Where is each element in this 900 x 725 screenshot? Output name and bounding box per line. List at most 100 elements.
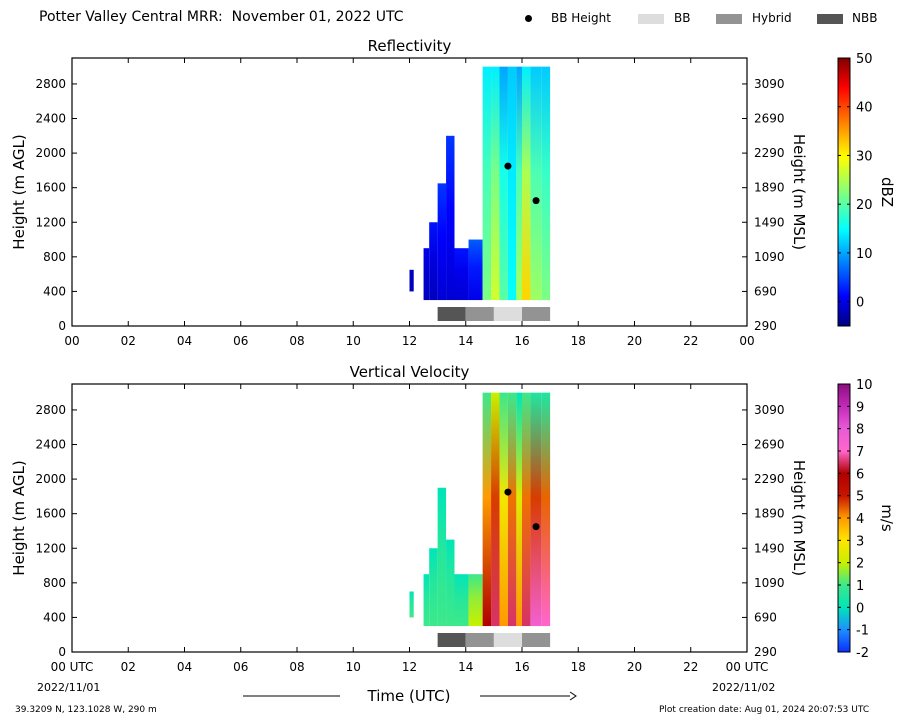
y-tick-right-label: 2290 (754, 146, 785, 160)
x-tick-label: 18 (571, 660, 586, 674)
x-tick-label: 12 (402, 660, 417, 674)
x-tick-label: 20 (627, 334, 642, 348)
bb-type-bar-bb (493, 307, 522, 321)
x-tick-label: 22 (683, 334, 698, 348)
echo-segment (516, 66, 522, 301)
echo-segment (541, 66, 551, 301)
x-tick-label: 16 (514, 660, 529, 674)
chart-panel-1 (71, 57, 851, 327)
bb-swatch-icon (638, 14, 664, 24)
panel-title: Vertical Velocity (350, 363, 470, 381)
echo-segment (468, 239, 483, 301)
echo-segment (530, 392, 542, 627)
bb-height-point (504, 488, 512, 496)
bb-type-bar-hybrid (522, 307, 551, 321)
bb-type-bar-hybrid (465, 633, 494, 647)
legend-label: BB (674, 11, 691, 25)
colorbar-tick-label: 7 (856, 445, 864, 460)
x-tick-label: 00 UTC (726, 660, 769, 674)
y-tick-label: 800 (43, 576, 66, 590)
y-tick-right-label: 3090 (754, 403, 785, 417)
x-tick-label: 14 (458, 334, 473, 348)
colorbar-label: dBZ (878, 177, 896, 207)
time-axis-label: Time (UTC) (367, 687, 451, 705)
legend-label: NBB (852, 11, 878, 25)
bb-type-bar-nbb (437, 633, 466, 647)
echo-segment (516, 392, 522, 627)
colorbar-tick-label: 50 (856, 52, 873, 67)
colorbar-tick-label: 3 (856, 534, 864, 549)
colorbar-tick-label: 10 (856, 378, 873, 393)
colorbar-tick-label: -1 (856, 624, 869, 639)
echo-segment (429, 222, 438, 301)
colorbar-tick-label: 2 (856, 557, 864, 572)
colorbar-tick-label: -2 (856, 646, 869, 661)
echo-segment (446, 135, 455, 301)
y-axis-label: Height (m AGL) (10, 460, 28, 575)
x-tick-label: 04 (177, 660, 192, 674)
echo-segment (530, 66, 542, 301)
y-tick-right-label: 1890 (754, 181, 785, 195)
echo-segment (522, 66, 531, 301)
x-tick-label: 00 (739, 334, 754, 348)
y-tick-label: 1200 (35, 215, 66, 229)
x-tick-label: 04 (177, 334, 192, 348)
y-tick-right-label: 1490 (754, 541, 785, 555)
colorbar-tick-label: 5 (856, 490, 864, 505)
colorbar-tick-label: 0 (856, 601, 864, 616)
x-tick-label: 14 (458, 660, 473, 674)
y-tick-right-label: 2690 (754, 112, 785, 126)
x-tick-label: 20 (627, 660, 642, 674)
x-tick-label: 12 (402, 334, 417, 348)
station-coordinates: 39.3209 N, 123.1028 W, 290 m (15, 705, 157, 715)
echo-segment (507, 392, 517, 627)
echo-segment (409, 269, 414, 292)
y-tick-right-label: 1890 (754, 507, 785, 521)
y-axis-label: Height (m AGL) (10, 134, 28, 249)
y-tick-label: 2800 (35, 403, 66, 417)
time-arrow-icon (569, 691, 577, 701)
echo-segment (482, 66, 492, 301)
y-tick-right-label: 2290 (754, 472, 785, 486)
echo-segment (437, 183, 447, 301)
colorbar (837, 57, 851, 327)
echo-segment (409, 591, 414, 618)
bb-type-bar-bb (493, 633, 522, 647)
bb-type-bar-hybrid (522, 633, 551, 647)
colorbar-tick-label: 9 (856, 400, 864, 415)
echo-segment (482, 392, 492, 627)
colorbar-tick-label: 40 (856, 101, 873, 116)
legend-label: BB Height (551, 11, 611, 25)
y-tick-label: 0 (58, 319, 66, 333)
echo-segment (507, 66, 517, 301)
y-tick-label: 2000 (35, 146, 66, 160)
echo-segment (437, 487, 447, 627)
x-tick-label: 18 (571, 334, 586, 348)
echo-segment (491, 392, 500, 627)
y-tick-label: 2400 (35, 438, 66, 452)
x-tick-label: 06 (233, 334, 248, 348)
echo-segment (423, 248, 430, 301)
y-axis-right-label: Height (m MSL) (790, 134, 808, 250)
hybrid-swatch-icon (716, 14, 742, 24)
y-tick-label: 2000 (35, 472, 66, 486)
colorbar-label: m/s (878, 504, 896, 532)
page-title: Potter Valley Central MRR: November 01, … (39, 9, 404, 25)
x-tick-label: 00 UTC (51, 660, 94, 674)
echo-segment (446, 539, 455, 627)
echo-segment (454, 574, 469, 627)
echo-segment (454, 248, 469, 301)
y-tick-label: 2400 (35, 112, 66, 126)
echo-segment (499, 392, 508, 627)
bb-type-bar-hybrid (465, 307, 494, 321)
colorbar-tick-label: 8 (856, 423, 864, 438)
y-tick-label: 400 (43, 284, 66, 298)
chart-panel-2 (71, 383, 851, 653)
x-tick-label: 02 (121, 660, 136, 674)
y-tick-right-label: 290 (754, 319, 777, 333)
x-tick-label: 10 (346, 334, 361, 348)
bb-height-point (504, 162, 512, 170)
x-tick-label: 22 (683, 660, 698, 674)
end-date: 2022/11/02 (712, 681, 776, 694)
